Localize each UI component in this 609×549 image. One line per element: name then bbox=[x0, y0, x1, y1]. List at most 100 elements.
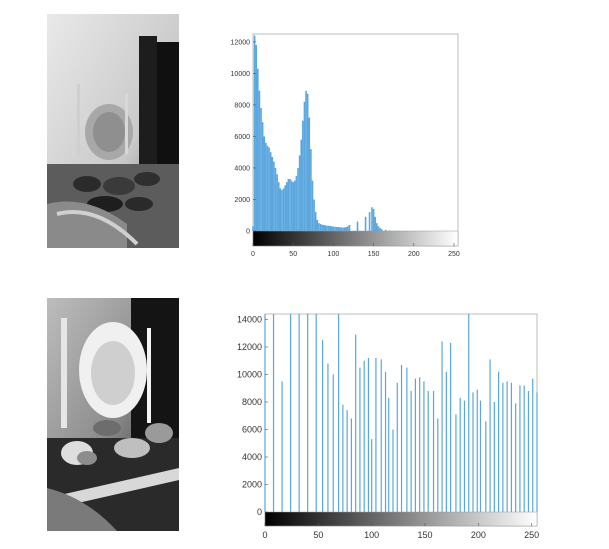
y-tick-label: 4000 bbox=[242, 452, 262, 462]
histogram-bar bbox=[279, 188, 282, 231]
histogram-bar bbox=[281, 381, 283, 512]
y-tick-label: 6000 bbox=[242, 425, 262, 435]
x-tick-label: 150 bbox=[417, 530, 432, 540]
histogram-bar bbox=[532, 378, 534, 512]
histogram-bar bbox=[355, 334, 357, 512]
histogram-bar bbox=[400, 364, 403, 512]
y-tick-label: 14000 bbox=[237, 315, 262, 325]
histogram-bar bbox=[329, 225, 331, 231]
histogram-bar bbox=[305, 90, 307, 232]
histogram-bar bbox=[252, 226, 254, 231]
histogram-bar bbox=[380, 229, 383, 231]
histogram-bar bbox=[289, 178, 291, 231]
histogram-bar bbox=[384, 371, 387, 512]
histogram-bar bbox=[326, 225, 328, 231]
histogram-bar bbox=[327, 225, 330, 231]
x-tick-label: 200 bbox=[408, 251, 420, 258]
histogram-bar bbox=[276, 174, 278, 231]
histogram-bar bbox=[290, 314, 292, 512]
histogram-bar bbox=[527, 391, 530, 512]
histogram-bar bbox=[335, 226, 338, 231]
histogram-bar bbox=[330, 226, 333, 231]
histogram-bar bbox=[427, 391, 429, 512]
y-tick-label: 0 bbox=[257, 507, 262, 517]
histogram-bar bbox=[269, 152, 272, 231]
histogram-bar bbox=[479, 400, 482, 512]
histogram-bar bbox=[332, 226, 335, 231]
histogram-bar bbox=[282, 188, 285, 231]
histogram-bar bbox=[316, 219, 319, 231]
histogram-bar bbox=[338, 314, 340, 512]
histogram-bar bbox=[315, 314, 317, 512]
histogram-bar bbox=[274, 167, 277, 231]
histogram-bar bbox=[347, 226, 349, 231]
histogram-bar bbox=[414, 378, 416, 512]
histogram-bar bbox=[297, 167, 299, 231]
x-tick-label: 200 bbox=[471, 530, 486, 540]
histogram-bar bbox=[298, 314, 300, 512]
histogram-bar bbox=[498, 371, 500, 512]
grayscale-colorbar bbox=[264, 511, 538, 527]
histogram-bar bbox=[506, 381, 508, 512]
histogram-bar bbox=[322, 340, 324, 512]
histogram-bar bbox=[441, 341, 443, 512]
y-tick-label: 4000 bbox=[234, 165, 250, 172]
x-tick-label: 100 bbox=[328, 251, 340, 258]
histogram-bar bbox=[290, 180, 293, 231]
histogram-bar bbox=[406, 367, 408, 512]
histogram-bar bbox=[377, 226, 380, 231]
histogram-bar bbox=[300, 139, 303, 231]
histogram-bar bbox=[334, 226, 336, 231]
y-tick-label: 10000 bbox=[231, 71, 251, 78]
histogram-bar bbox=[374, 216, 376, 231]
histogram-bar bbox=[493, 402, 495, 512]
histogram-bar bbox=[489, 359, 491, 512]
histogram-bar bbox=[332, 374, 334, 512]
histogram-bar bbox=[510, 382, 512, 512]
histogram-bar bbox=[419, 377, 421, 512]
histogram-bar bbox=[342, 227, 344, 231]
histogram-bar bbox=[310, 149, 312, 231]
grayscale-colorbar bbox=[252, 230, 459, 247]
y-tick-label: 12000 bbox=[231, 39, 251, 46]
y-tick-label: 8000 bbox=[242, 397, 262, 407]
histogram-bar bbox=[295, 175, 298, 231]
histogram-bar bbox=[432, 391, 435, 512]
histogram-bar bbox=[455, 414, 457, 512]
histogram-bar bbox=[260, 108, 262, 231]
histogram-bar bbox=[359, 367, 361, 512]
histogram-bar bbox=[375, 358, 377, 512]
y-tick-label: 2000 bbox=[242, 480, 262, 490]
histogram-bar bbox=[343, 227, 346, 231]
histogram-bar bbox=[277, 182, 280, 231]
histogram-bar bbox=[376, 223, 378, 231]
x-tick-label: 100 bbox=[364, 530, 379, 540]
histogram-bar bbox=[261, 122, 264, 231]
histogram-bar bbox=[410, 391, 412, 512]
histogram-bar bbox=[368, 212, 371, 231]
histogram-bar bbox=[346, 410, 348, 512]
histogram-bar bbox=[371, 207, 373, 231]
histogram-bar bbox=[318, 223, 320, 231]
histogram-bar bbox=[519, 385, 521, 512]
histogram-bar bbox=[313, 199, 315, 231]
y-tick-label: 8000 bbox=[234, 102, 250, 109]
histogram-bar bbox=[502, 382, 504, 512]
histogram-bar bbox=[371, 439, 373, 512]
histogram-bar bbox=[307, 314, 309, 512]
histogram-bar bbox=[472, 392, 474, 512]
histogram-bar bbox=[367, 358, 370, 512]
histogram-bar bbox=[298, 155, 301, 231]
histogram-bar bbox=[265, 142, 267, 231]
histogram-bar bbox=[396, 382, 398, 512]
histogram-bar bbox=[268, 147, 270, 231]
histogram-bar bbox=[348, 225, 351, 231]
histogram-bar bbox=[450, 342, 452, 512]
histogram-bar bbox=[339, 227, 341, 231]
histogram-bar bbox=[285, 182, 288, 231]
histogram-bar bbox=[319, 223, 322, 231]
histogram-bar bbox=[294, 180, 296, 231]
histogram-bar bbox=[292, 182, 294, 231]
histogram-bar bbox=[445, 371, 447, 512]
histogram-bar bbox=[281, 190, 283, 231]
